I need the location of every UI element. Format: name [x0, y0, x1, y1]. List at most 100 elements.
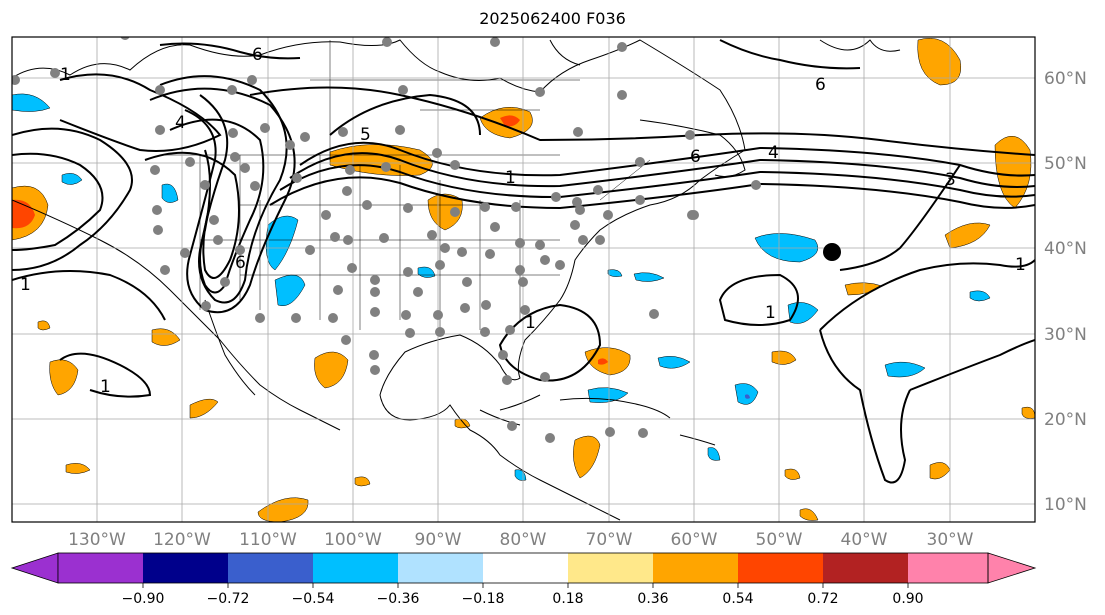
colorbar-segment [653, 553, 738, 583]
colorbar-segment [398, 553, 483, 583]
colorbar-segment [58, 553, 143, 583]
anomaly-strong [500, 115, 520, 127]
anomaly-positive [151, 328, 181, 346]
contour-label: 5 [360, 125, 371, 145]
colorbar-tick: 0.18 [552, 591, 583, 607]
lon-label: 130°W [68, 530, 126, 550]
latitude-labels: 60°N 50°N 40°N 30°N 20°N 10°N [1044, 69, 1087, 515]
anomaly-positive [784, 468, 801, 480]
contour-label: 3 [945, 170, 956, 190]
anomaly-positive [189, 398, 219, 419]
contour-label: 1 [100, 377, 111, 397]
colorbar-segment [738, 553, 823, 583]
colorbar-tick: −0.72 [207, 591, 250, 607]
target-marker [823, 243, 841, 261]
anomaly-positive [65, 463, 91, 474]
colorbar-segment [568, 553, 653, 583]
lon-label: 70°W [586, 530, 633, 550]
anomaly-positive [314, 351, 349, 389]
colorbar-tick: 0.36 [637, 591, 668, 607]
anomaly-positive [944, 222, 991, 249]
lon-label: 110°W [239, 530, 297, 550]
map-frame [11, 36, 1036, 523]
lon-label: 60°W [671, 530, 718, 550]
contour-label: 1 [1015, 255, 1026, 275]
anomaly-negative [657, 355, 691, 369]
lat-label: 30°N [1044, 325, 1087, 345]
colorbar-tick: 0.72 [807, 591, 838, 607]
colorbar-tick: −0.18 [462, 591, 505, 607]
colorbar-segment [908, 553, 988, 583]
lat-label: 10°N [1044, 495, 1087, 515]
contour-label: 6 [235, 253, 246, 273]
longitude-labels: 130°W 120°W 110°W 100°W 90°W 80°W 70°W 6… [68, 530, 974, 550]
anomaly-negative [607, 269, 623, 277]
colorbar-segment [228, 553, 313, 583]
anomaly-negative [707, 447, 721, 461]
anomaly-positive [37, 320, 51, 331]
anomaly-negative [884, 361, 926, 378]
colorbar-segment [483, 553, 568, 583]
lon-label: 80°W [500, 530, 547, 550]
contour-label: 1 [60, 65, 71, 85]
contour-label: 6 [815, 75, 826, 95]
lon-label: 50°W [756, 530, 803, 550]
contour-label: 6 [690, 147, 701, 167]
anomaly-negative [417, 266, 436, 278]
lon-label: 30°W [927, 530, 974, 550]
anomaly-negative [61, 173, 83, 185]
anomaly-positive [573, 435, 601, 479]
lon-label: 40°W [841, 530, 888, 550]
anomaly-negative [787, 302, 819, 324]
colorbar-tick: −0.54 [292, 591, 335, 607]
anomaly-positive [771, 350, 797, 365]
contour-lines [12, 39, 1035, 484]
lon-label: 100°W [324, 530, 382, 550]
anomaly-negative [274, 274, 306, 307]
anomaly-strong [598, 358, 608, 365]
anomaly-negative [633, 272, 665, 282]
contour-label: 1 [525, 313, 536, 333]
lon-label: 90°W [415, 530, 462, 550]
colorbar-segment [313, 553, 398, 583]
map-title: 2025062400 F036 [479, 9, 626, 28]
colorbar-segment [823, 553, 908, 583]
lat-label: 40°N [1044, 239, 1087, 259]
anomaly-negative [12, 93, 51, 112]
colorbar-tick: −0.36 [377, 591, 420, 607]
lat-label: 60°N [1044, 69, 1087, 89]
anomaly-negative [969, 290, 991, 302]
anomaly-positive [454, 418, 471, 429]
colorbar-extend-high [987, 552, 1037, 584]
anomaly-negative [587, 387, 629, 403]
anomaly-positive [1021, 406, 1035, 419]
colorbar: −0.90 −0.72 −0.54 −0.36 −0.18 0.18 0.36 … [10, 552, 1037, 607]
contour-label: 1 [20, 275, 31, 295]
contour-label: 1 [505, 168, 516, 188]
lat-label: 20°N [1044, 410, 1087, 430]
anomaly-negative [161, 183, 179, 203]
lat-label: 50°N [1044, 154, 1087, 174]
anomaly-positive [354, 476, 371, 487]
contour-label: 4 [768, 143, 779, 163]
colorbar-tick: 0.54 [722, 591, 753, 607]
colorbar-extend-low [10, 552, 59, 584]
coastlines [12, 39, 901, 521]
anomaly-positive [799, 508, 819, 521]
anomaly-positive [584, 347, 631, 376]
contour-label: 1 [765, 303, 776, 323]
anomaly-strong-negative [745, 394, 750, 399]
anomaly-positive [929, 462, 951, 480]
lon-label: 120°W [153, 530, 211, 550]
contour-label: 4 [175, 113, 186, 133]
station-markers [12, 37, 761, 443]
anomaly-negative [734, 383, 759, 405]
colorbar-tick: −0.90 [122, 591, 165, 607]
colorbar-tick: 0.90 [892, 591, 923, 607]
anomaly-negative [265, 215, 299, 271]
anomaly-positive [49, 359, 79, 396]
colorbar-segment [143, 553, 228, 583]
anomaly-positive [427, 193, 463, 231]
contour-label: 6 [252, 45, 263, 65]
